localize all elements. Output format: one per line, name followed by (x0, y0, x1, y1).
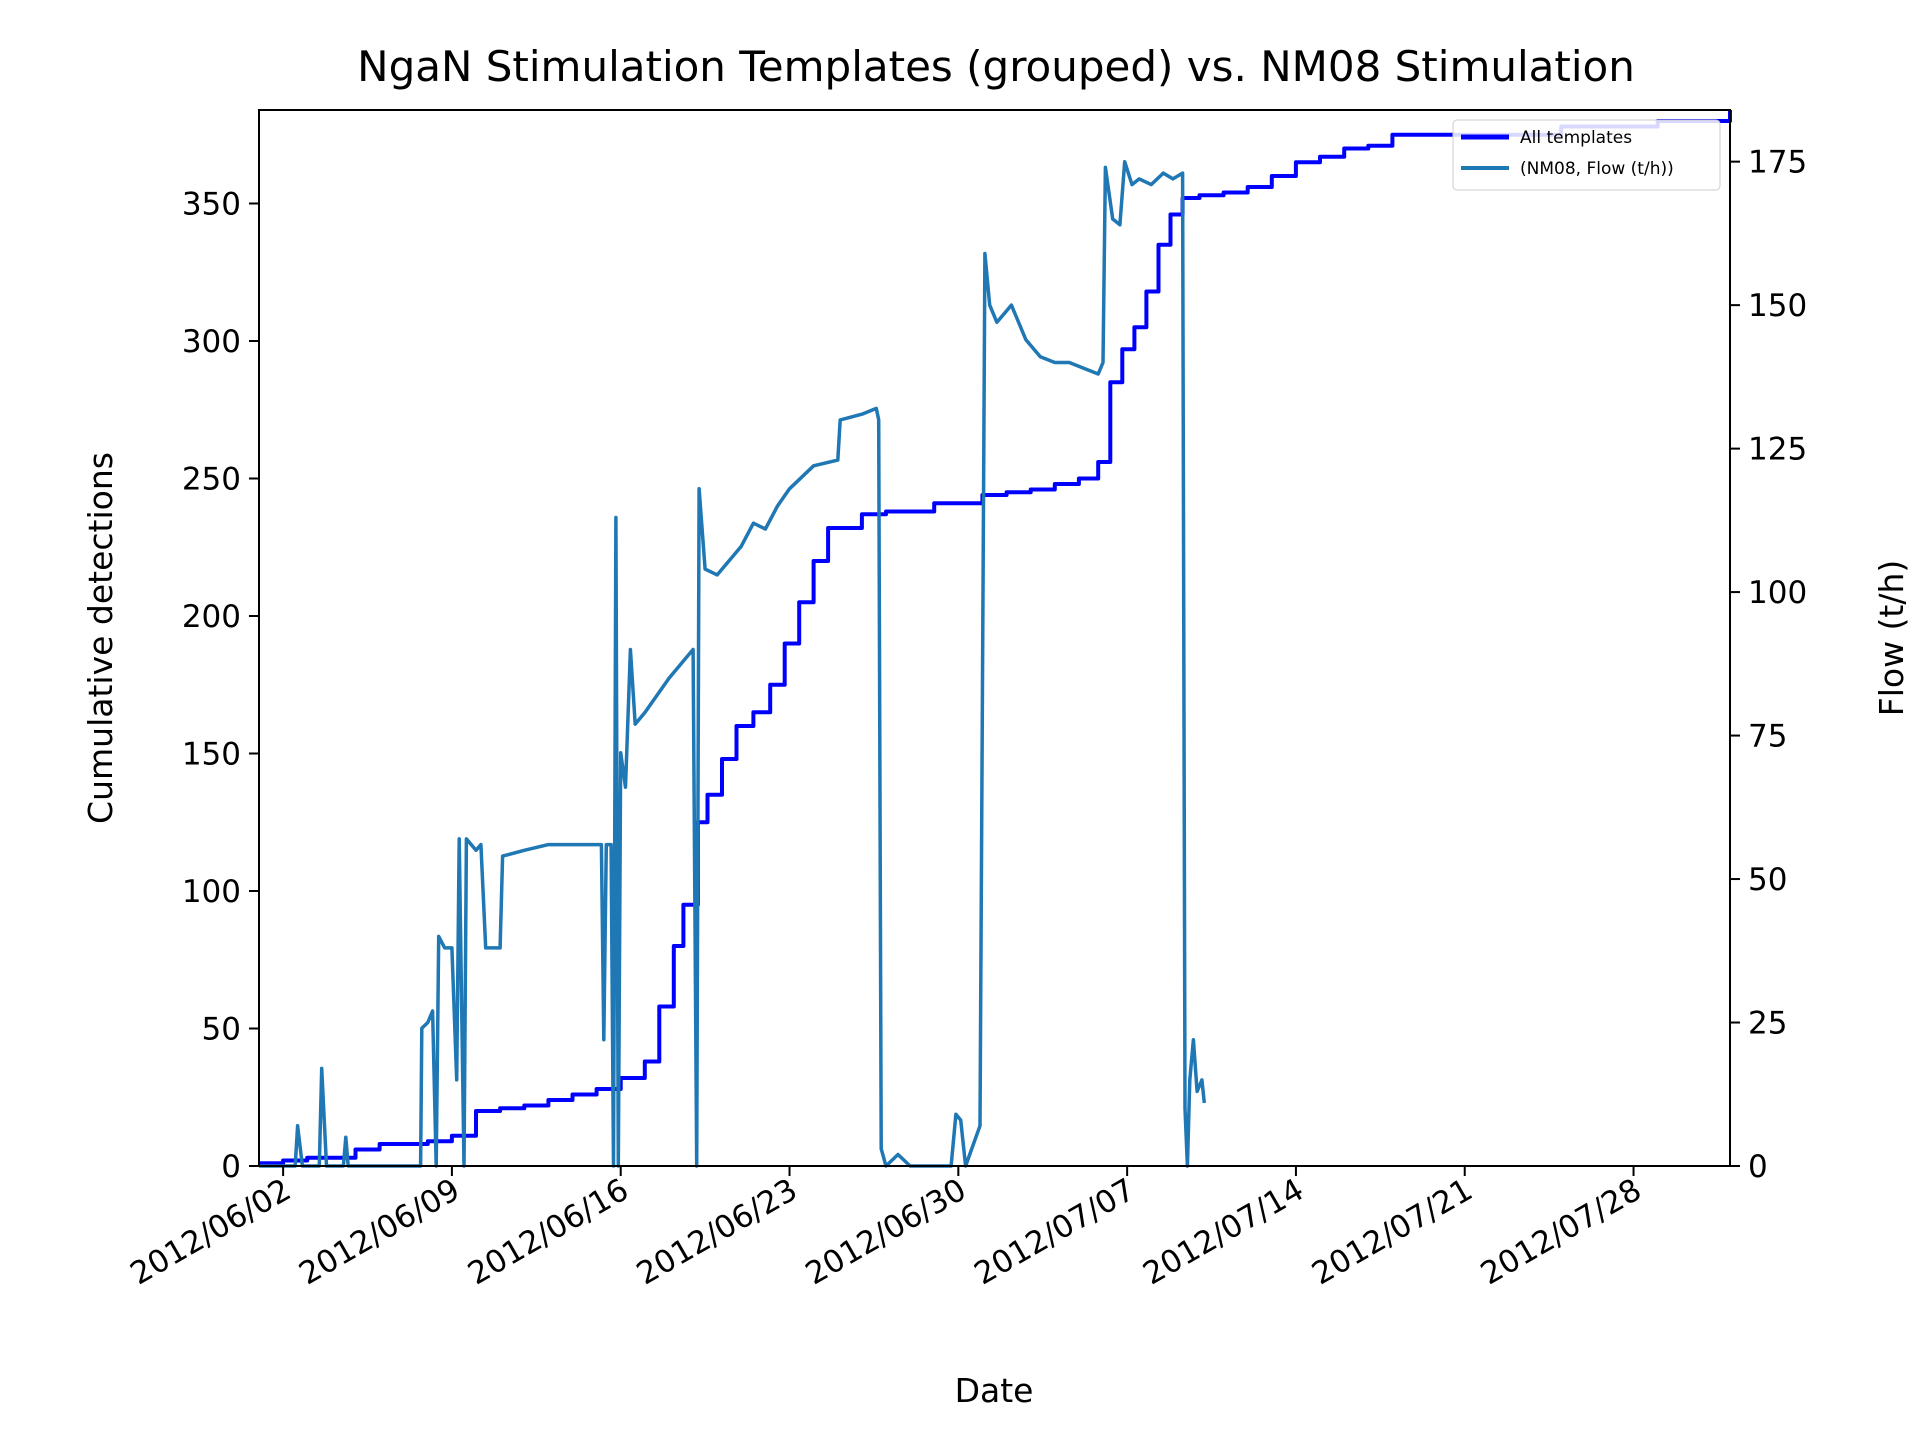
plot-frame (258, 109, 1731, 1167)
y-axis-right-title: Flow (t/h) (1872, 560, 1911, 717)
y-right-tick-label: 175 (1748, 145, 1807, 181)
legend-box (1452, 119, 1721, 191)
series-layer (259, 110, 1732, 1168)
y-left-tick-label: 300 (182, 324, 241, 360)
y-axis-right: 0 25 50 75 100 125 150 175 (1730, 145, 1807, 1185)
y-right-tick-label: 100 (1748, 575, 1807, 611)
y-right-tick-label: 125 (1748, 432, 1807, 468)
chart-title: NgaN Stimulation Templates (grouped) vs.… (357, 42, 1635, 91)
legend: All templates (NM08, Flow (t/h)) (1452, 119, 1721, 191)
y-left-tick-label: 250 (182, 462, 241, 498)
y-left-tick-label: 50 (202, 1012, 241, 1048)
y-left-tick-label: 100 (182, 874, 241, 910)
y-right-tick-label: 25 (1748, 1006, 1787, 1042)
x-axis-title: Date (955, 1371, 1034, 1410)
y-left-tick-label: 150 (182, 737, 241, 773)
y-right-tick-label: 75 (1748, 719, 1787, 755)
y-right-tick-label: 0 (1748, 1149, 1768, 1185)
y-axis-left: 0 50 100 150 200 250 300 350 (182, 187, 259, 1185)
legend-label-all-templates: All templates (1520, 128, 1632, 148)
y-left-tick-label: 200 (182, 599, 241, 635)
series-line-nm08-flow (259, 159, 1207, 1168)
y-axis-left-title: Cumulative detections (81, 452, 120, 824)
y-right-tick-label: 150 (1748, 288, 1807, 324)
y-left-tick-label: 0 (221, 1149, 241, 1185)
series-line-all-templates (259, 110, 1732, 1166)
y-left-tick-label: 350 (182, 187, 241, 223)
y-right-tick-label: 50 (1748, 862, 1787, 898)
legend-label-nm08-flow: (NM08, Flow (t/h)) (1520, 159, 1674, 179)
